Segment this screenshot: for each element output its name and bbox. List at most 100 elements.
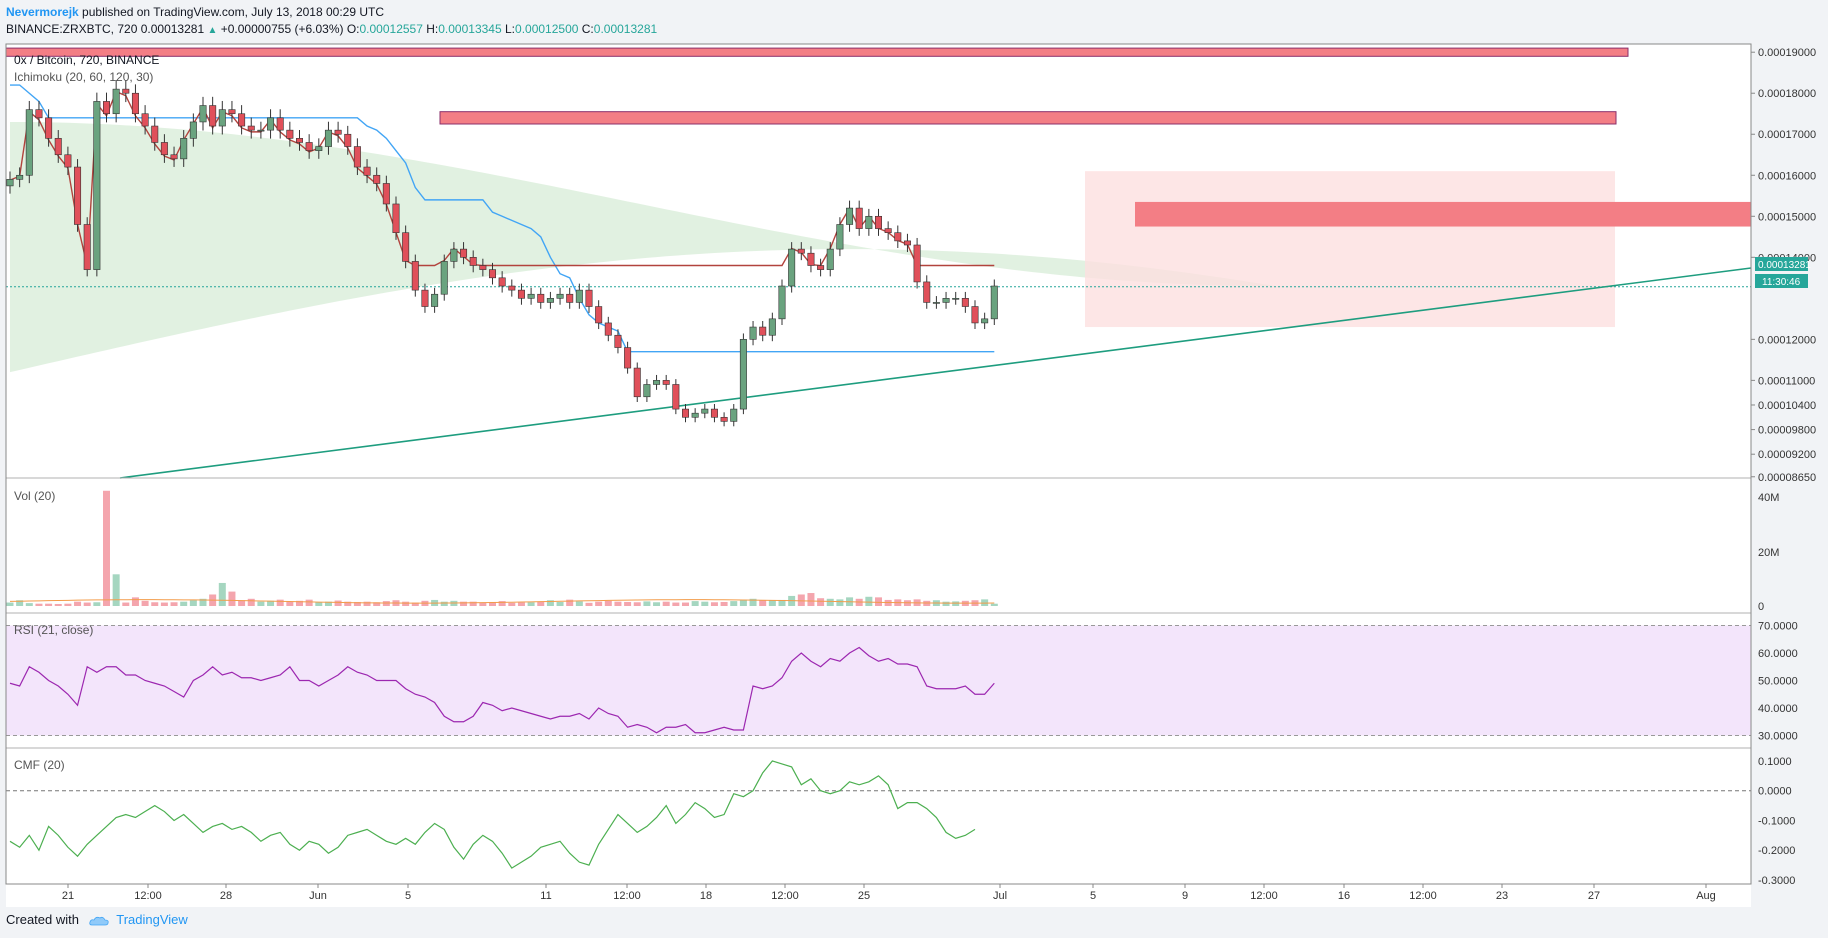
- candle-body: [488, 269, 496, 279]
- candle: [160, 134, 168, 163]
- candle: [218, 100, 226, 135]
- candle-body: [286, 129, 294, 139]
- candle-body: [180, 138, 188, 160]
- volume-bar: [691, 601, 699, 606]
- volume-bar: [257, 601, 265, 606]
- candle-body: [672, 384, 680, 410]
- time-tick-label: 12:00: [1250, 890, 1278, 902]
- ichimoku-label[interactable]: Ichimoku (20, 60, 120, 30): [14, 70, 153, 84]
- volume-bar: [411, 602, 419, 606]
- candle-body: [836, 224, 844, 250]
- candle: [710, 404, 718, 423]
- volume-bar: [151, 602, 159, 606]
- tradingview-link[interactable]: TradingView: [116, 912, 188, 927]
- candle: [662, 374, 670, 390]
- volume-bar: [653, 602, 661, 606]
- candle-body: [247, 125, 255, 131]
- candle-body: [701, 408, 709, 414]
- close-label: C:: [581, 22, 594, 36]
- candle-body: [35, 109, 43, 119]
- author-name[interactable]: Nevermorejk: [6, 5, 79, 19]
- rsi-label[interactable]: RSI (21, close): [14, 623, 93, 637]
- candle-body: [566, 293, 574, 303]
- candle-body: [817, 265, 825, 270]
- volume-bar: [122, 602, 130, 606]
- symbol-name: BINANCE:ZRXBTC, 720: [6, 22, 138, 36]
- volume-bar: [643, 601, 651, 606]
- volume-bar: [759, 600, 767, 606]
- candle-body: [460, 248, 468, 258]
- last-price: 0.00013281: [140, 22, 205, 36]
- candle-body: [344, 133, 352, 147]
- time-tick-label: 12:00: [134, 890, 162, 902]
- candle: [382, 175, 390, 212]
- candle: [894, 225, 902, 248]
- candle-body: [267, 117, 275, 131]
- last-price-tag-bg: [1755, 257, 1808, 271]
- time-tick-label: 12:00: [1409, 890, 1437, 902]
- vol-label[interactable]: Vol (20): [14, 489, 55, 503]
- volume-bar: [286, 601, 294, 606]
- candle-body: [797, 248, 805, 254]
- candle: [990, 279, 998, 325]
- candle-body: [218, 109, 226, 127]
- axes: 0.00019000 0.00018000 0.00017000 0.00016000…: [5, 43, 1816, 902]
- candle: [653, 374, 661, 390]
- candle: [74, 159, 82, 232]
- trendline[interactable]: [119, 267, 1752, 479]
- candle: [942, 291, 950, 309]
- candle: [209, 96, 217, 135]
- candle: [817, 258, 825, 277]
- ichimoku-cloud: [10, 121, 1615, 373]
- candle-body: [363, 166, 371, 176]
- volume-bar: [952, 601, 960, 606]
- candle-body: [923, 281, 931, 303]
- candle-body: [874, 215, 882, 229]
- candle: [6, 171, 14, 194]
- volume-bar: [45, 603, 53, 606]
- candle: [238, 105, 246, 135]
- price-tick-label: 0.00016000: [1758, 170, 1816, 182]
- vol-tick-label: 20M: [1758, 547, 1779, 559]
- candle: [16, 167, 24, 188]
- candle-body: [469, 257, 477, 266]
- candle-body: [624, 347, 632, 369]
- candle-body: [749, 326, 757, 340]
- price-tick-label: 0.00019000: [1758, 47, 1816, 59]
- candle-body: [952, 298, 960, 300]
- volume-bar: [826, 598, 834, 606]
- vol-tick-label: 40M: [1758, 492, 1779, 504]
- volume-bar: [836, 599, 844, 606]
- time-tick-label: Aug: [1696, 890, 1716, 902]
- candle: [363, 159, 371, 184]
- candle-body: [315, 146, 323, 151]
- candle-body: [131, 92, 139, 115]
- candle-body: [508, 285, 516, 291]
- cmf-label[interactable]: CMF (20): [14, 758, 65, 772]
- open-value: 0.00012557: [359, 22, 423, 36]
- candle-body: [691, 412, 699, 418]
- price-tick-label: 0.00008650: [1758, 472, 1816, 484]
- candle-body: [373, 174, 381, 184]
- time-tick-label: 11: [540, 890, 551, 902]
- candle-body: [402, 232, 410, 262]
- candle: [797, 242, 805, 261]
- publish-info: published on TradingView.com, July 13, 2…: [78, 5, 385, 19]
- volume-bar: [353, 601, 361, 606]
- candle: [276, 109, 284, 139]
- main-pane-title: 0x / Bitcoin, 720, BINANCE: [14, 53, 159, 67]
- last-price-tag: 0.00013281: [1758, 260, 1811, 271]
- volume-bar: [189, 600, 197, 606]
- candle-body: [739, 339, 747, 410]
- candle-body: [710, 408, 718, 418]
- rsi-line: [9, 646, 995, 734]
- candle: [131, 84, 139, 123]
- candles[interactable]: [6, 80, 998, 427]
- volume-bar: [334, 600, 342, 606]
- volume-bar: [373, 602, 381, 606]
- candle: [392, 196, 400, 240]
- volume-bar: [160, 602, 168, 606]
- candle: [334, 121, 342, 143]
- candle: [431, 287, 439, 313]
